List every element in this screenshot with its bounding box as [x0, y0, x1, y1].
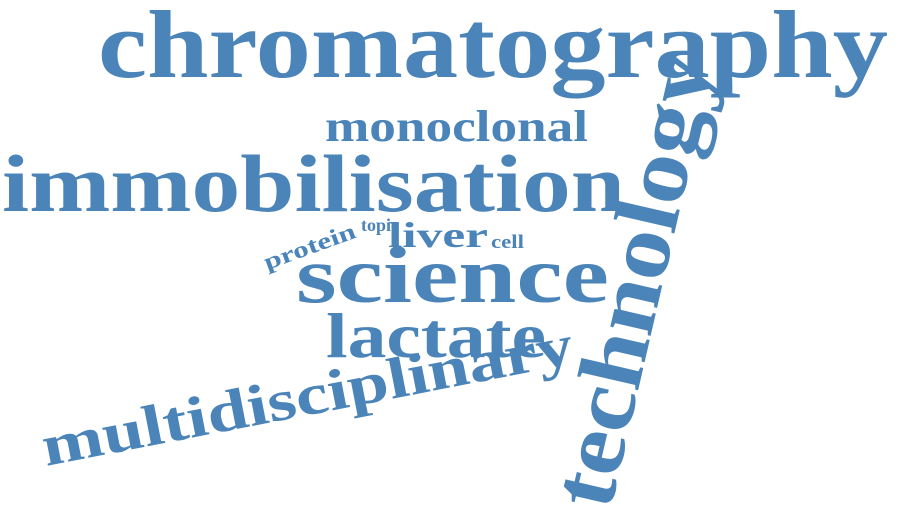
word-liver: liver: [388, 215, 488, 255]
word-topic: topic: [361, 215, 399, 235]
word-multidisciplinary: multidisciplinary: [36, 312, 578, 479]
word-lactate: lactate: [326, 300, 546, 371]
word-immobilisation: immobilisation: [2, 138, 625, 229]
word-chromatography: chromatography: [98, 0, 888, 98]
word-cell: cell: [491, 232, 524, 253]
word-science: science: [296, 232, 609, 320]
word-monoclonal: monoclonal: [325, 102, 588, 151]
